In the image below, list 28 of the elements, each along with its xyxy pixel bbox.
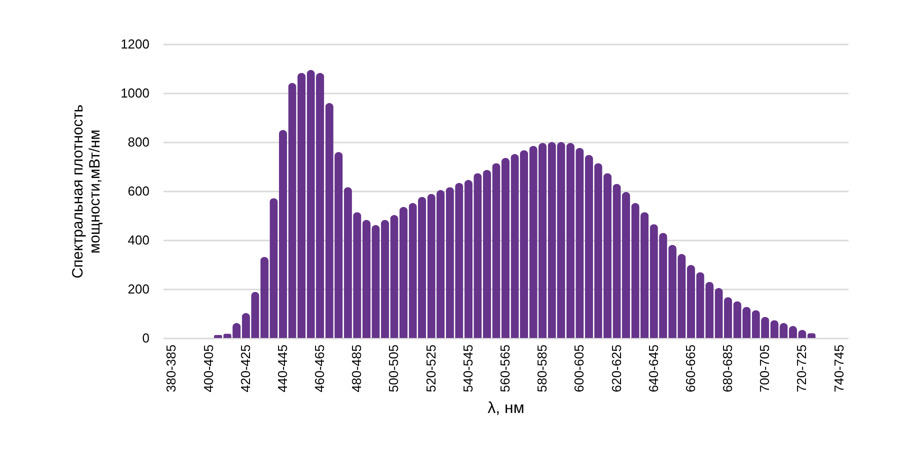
y-tick-label: 1200 [120, 36, 150, 52]
x-tick-label: 700-705 [757, 344, 772, 392]
y-tick-label: 1000 [120, 86, 150, 100]
x-tick-label: 480-485 [349, 344, 364, 392]
x-tick-label: 580-585 [534, 344, 550, 392]
x-tick-label: 620-625 [608, 344, 624, 392]
x-tick-label: 440-445 [274, 344, 290, 392]
x-tick-label: 740-745 [831, 344, 846, 392]
x-axis-title: λ, нм [488, 400, 524, 418]
x-tick-label: 460-465 [312, 344, 328, 392]
x-tick-label: 660-665 [682, 344, 698, 392]
y-tick-label: 400 [128, 232, 150, 248]
x-tick-label: 540-545 [460, 344, 476, 392]
x-tick-label: 500-505 [386, 344, 402, 392]
x-tick-label: 380-385 [164, 344, 179, 392]
y-tick-label: 800 [128, 134, 150, 150]
x-tick-label: 680-685 [720, 344, 736, 392]
y-tick-label: 200 [128, 282, 150, 296]
x-tick-label: 600-605 [572, 344, 587, 392]
x-tick-label: 720-725 [794, 344, 810, 392]
y-axis-title: Спектральная плотность мощности,мВт/нм [70, 104, 104, 278]
x-tick-label: 560-565 [498, 344, 512, 392]
x-tick-label: 520-525 [423, 344, 438, 392]
x-tick-label: 640-645 [646, 344, 661, 392]
x-tick-label: 400-405 [200, 344, 216, 392]
y-tick-label: 600 [128, 184, 150, 198]
x-tick-label: 420-425 [238, 344, 253, 392]
y-tick-label: 0 [142, 330, 150, 346]
